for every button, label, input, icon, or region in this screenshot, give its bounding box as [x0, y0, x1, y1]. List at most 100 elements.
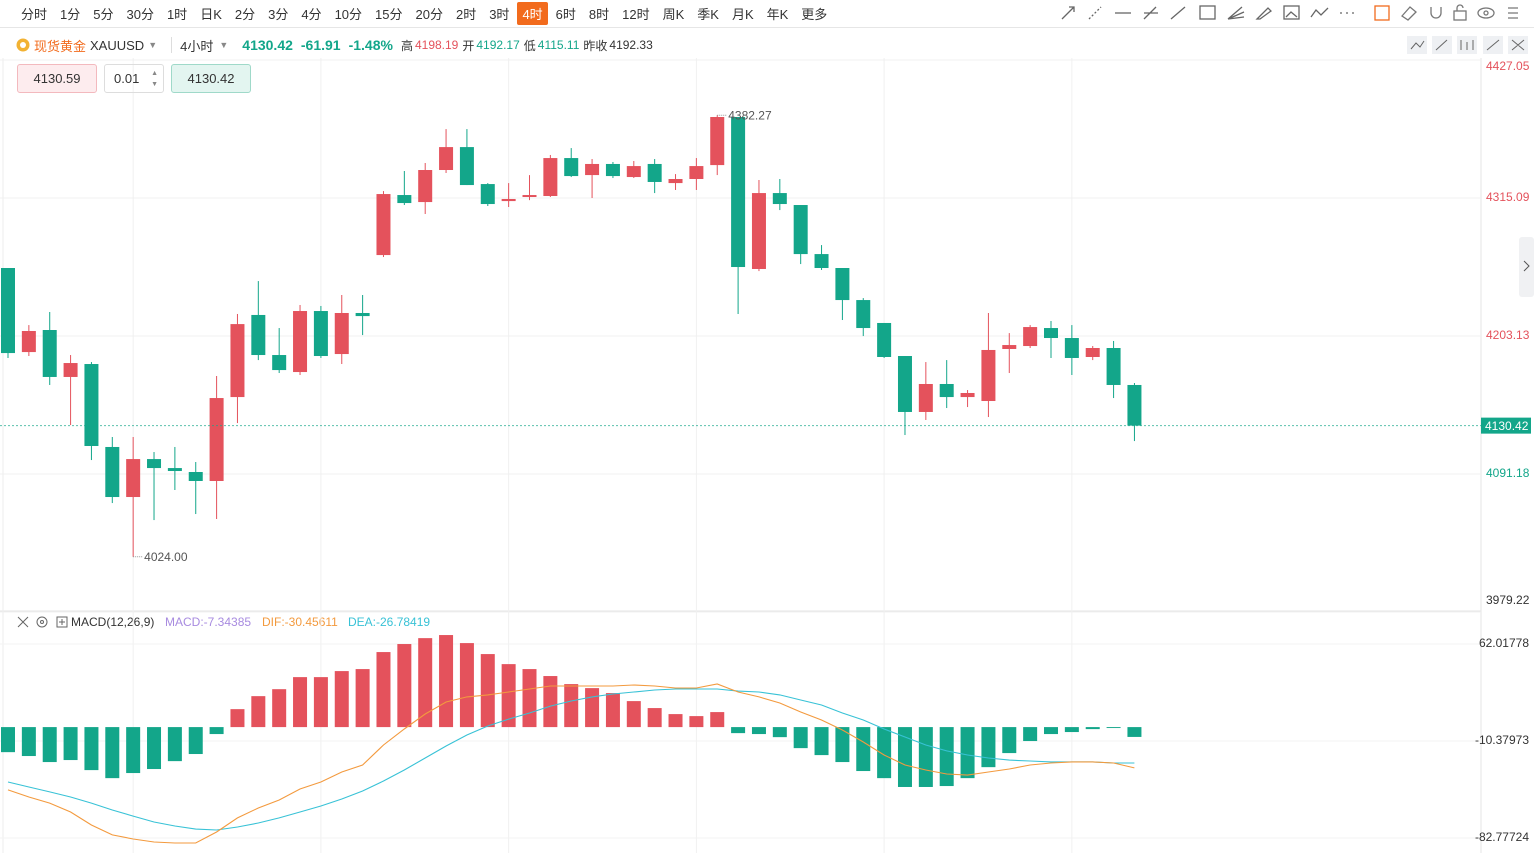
macd-bar	[105, 727, 120, 779]
candle-body	[981, 349, 996, 402]
interval-tab[interactable]: 分时	[21, 7, 48, 22]
macd-bar	[751, 727, 766, 735]
interval-tab[interactable]: 6时	[555, 7, 576, 22]
macd-tools[interactable]	[17, 616, 68, 628]
price-change-pct: -1.48%	[348, 37, 393, 53]
macd-bar	[772, 727, 787, 738]
macd-bar	[167, 727, 182, 762]
interval-tab[interactable]: 8时	[588, 7, 610, 22]
macd-bar	[272, 689, 287, 728]
macd-bar	[960, 727, 975, 779]
interval-tab[interactable]: 1分	[60, 7, 81, 22]
macd-bar	[376, 652, 391, 728]
drawing-tools[interactable]	[1061, 5, 1354, 20]
candle-body	[710, 117, 725, 166]
interval-tab[interactable]: 20分	[415, 7, 443, 22]
candle-body	[793, 205, 808, 255]
period[interactable]: 4小时	[180, 38, 214, 54]
open-label: 开	[462, 38, 475, 53]
candle-body	[167, 468, 182, 472]
period-caret[interactable]: ▼	[219, 40, 229, 50]
candle-body	[313, 311, 328, 357]
macd-bar	[418, 638, 433, 728]
prev-close-value: 4192.33	[609, 38, 653, 52]
macd-bar	[647, 708, 662, 728]
interval-tab[interactable]: 4时	[517, 2, 548, 25]
macd-bar	[585, 688, 600, 728]
macd-legend-label: MACD:	[165, 615, 204, 629]
interval-tab[interactable]: 年K	[766, 7, 789, 22]
pane-tools[interactable]	[1407, 36, 1528, 54]
interval-tab[interactable]: 2时	[455, 7, 477, 22]
macd-bar	[668, 714, 683, 728]
candle-body	[501, 198, 516, 202]
interval-tab[interactable]: 季K	[697, 7, 719, 22]
high-annotation: 4382.27	[728, 108, 772, 122]
candle-body	[126, 459, 141, 498]
macd-bar	[63, 727, 78, 761]
buy-button[interactable]: 4130.42	[171, 64, 251, 93]
view-tools[interactable]	[1374, 4, 1518, 21]
candle-body	[439, 147, 454, 171]
quantity-input[interactable]: 0.01 ▲ ▼	[104, 64, 164, 93]
interval-tab[interactable]: 1时	[166, 7, 188, 22]
candle-body	[605, 163, 620, 177]
interval-tab[interactable]: 30分	[126, 7, 154, 22]
interval-tab[interactable]: 3分	[268, 7, 289, 22]
candle-body	[1002, 345, 1017, 349]
divider	[171, 37, 173, 53]
symbol-icon	[16, 38, 30, 52]
symbol-code[interactable]: XAUUSD	[90, 37, 145, 53]
macd-legend-value: -7.34385	[204, 615, 252, 629]
high-label: 高	[400, 38, 413, 53]
dif-line	[7, 683, 1135, 844]
macd-bar	[1, 727, 15, 753]
macd-bar	[313, 677, 328, 728]
candle-body	[877, 322, 892, 357]
stepper[interactable]: ▲ ▼	[151, 70, 158, 88]
interval-tab[interactable]: 月K	[731, 7, 754, 22]
macd-bar	[856, 727, 871, 772]
macd-bar	[293, 677, 308, 728]
macd-bar	[188, 727, 203, 755]
interval-tab[interactable]: 3时	[489, 7, 510, 22]
interval-tab[interactable]: 10分	[334, 7, 363, 22]
macd-bar	[918, 727, 933, 787]
interval-tab[interactable]: 12时	[622, 7, 650, 22]
candle-body	[689, 166, 704, 180]
macd-bar	[1064, 727, 1079, 733]
interval-tab[interactable]: 4分	[301, 7, 322, 22]
y-tick-label: 4203.13	[1486, 328, 1530, 342]
macd-bar	[251, 696, 266, 728]
candle-body	[272, 355, 287, 371]
macd-bar	[814, 727, 829, 756]
y-tick-label: 3979.22	[1486, 593, 1530, 607]
dea-legend: DEA:-26.78419	[348, 615, 430, 629]
interval-tab[interactable]: 周K	[662, 7, 685, 22]
candle-body	[334, 312, 349, 355]
open-value: 4192.17	[476, 38, 520, 52]
candle-body	[459, 147, 474, 186]
candle-body	[939, 383, 954, 398]
macd-bar	[877, 727, 892, 779]
candle-body	[835, 268, 850, 301]
symbol-name[interactable]: 现货黄金	[34, 38, 87, 54]
side-tab[interactable]	[1519, 237, 1534, 297]
candle-body	[21, 330, 36, 353]
high-value: 4198.19	[414, 38, 459, 52]
symbol-caret[interactable]: ▼	[148, 40, 158, 50]
interval-tab[interactable]: 2分	[234, 7, 256, 22]
interval-tab[interactable]: 更多	[801, 7, 828, 22]
macd-bar	[731, 727, 746, 734]
interval-tab[interactable]: 日K	[200, 7, 222, 22]
macd-bar	[626, 701, 641, 728]
candle-body	[209, 398, 224, 481]
interval-tab[interactable]: 5分	[93, 7, 114, 22]
macd-bar	[897, 727, 912, 787]
candle-body	[147, 459, 162, 469]
sell-button[interactable]: 4130.59	[17, 64, 97, 93]
interval-tab[interactable]: 15分	[375, 7, 403, 22]
macd-bar	[21, 727, 36, 757]
last-price: 4130.42	[242, 37, 293, 53]
prev-close-label: 昨收	[583, 38, 608, 53]
